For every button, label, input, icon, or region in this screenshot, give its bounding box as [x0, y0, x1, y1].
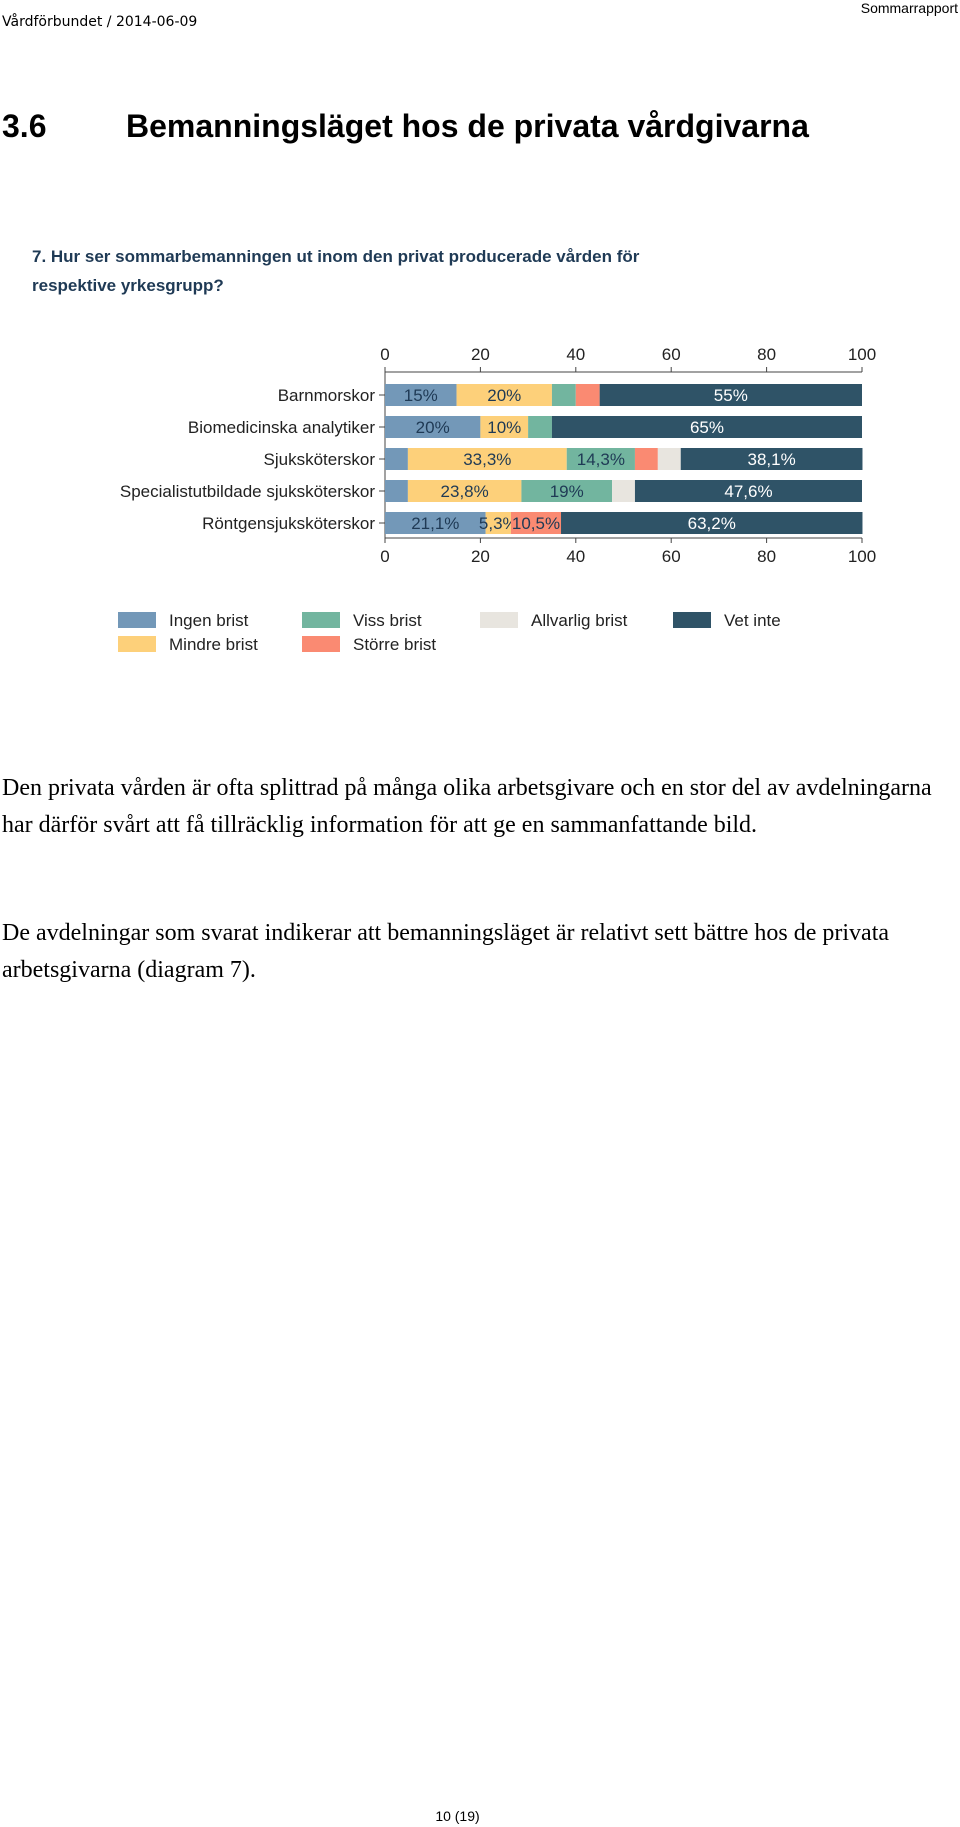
bar-segment	[510, 512, 562, 534]
x-tick-label-top: 0	[380, 345, 389, 364]
legend-label: Mindre brist	[169, 635, 258, 654]
bar-segment	[456, 384, 552, 406]
bar-segment	[566, 448, 635, 470]
legend-swatch	[302, 612, 340, 628]
category-label: Sjuksköterskor	[264, 450, 376, 469]
paragraph-2: De avdelningar som svarat indikerar att …	[2, 920, 890, 983]
bar-segment	[385, 448, 408, 470]
bar-segment	[385, 384, 457, 406]
x-tick-label-bottom: 40	[566, 547, 585, 566]
data-label: 10%	[487, 418, 521, 437]
data-label: 38,1%	[748, 450, 796, 469]
bar-segment	[528, 416, 552, 438]
bar-segment	[551, 416, 862, 438]
data-label: 15%	[404, 386, 438, 405]
bar-segment	[612, 480, 635, 502]
legend-label: Vet inte	[724, 611, 781, 630]
bar-segment	[480, 416, 529, 438]
bar-segment	[521, 480, 613, 502]
data-label: 47,6%	[724, 482, 772, 501]
bar-segment	[385, 512, 486, 534]
bar-segment	[385, 416, 481, 438]
bar-segment	[680, 448, 863, 470]
section-title: Bemanningsläget hos de privata vårdgivar…	[126, 108, 809, 144]
document-header-left: Vårdförbundet / 2014-06-09	[2, 14, 198, 30]
x-tick-label-top: 100	[848, 345, 876, 364]
section-number: 3.6	[2, 108, 47, 144]
x-tick-label-bottom: 20	[471, 547, 490, 566]
data-label: 33,3%	[463, 450, 511, 469]
paragraph-1: Den privata vården är ofta splittrad på …	[2, 775, 932, 838]
bar-segment	[599, 384, 862, 406]
legend-swatch	[480, 612, 518, 628]
category-label: Barnmorskor	[278, 386, 376, 405]
category-label: Röntgensjuksköterskor	[202, 514, 375, 533]
bar-segment	[551, 384, 576, 406]
x-tick-label-top: 60	[662, 345, 681, 364]
page-number: 10 (19)	[435, 1808, 480, 1824]
chart-title-line: respektive yrkesgrupp?	[32, 276, 224, 295]
bar-segment	[634, 480, 862, 502]
legend-swatch	[118, 612, 156, 628]
data-label: 23,8%	[441, 482, 489, 501]
bar-segment	[385, 480, 408, 502]
bar-segment	[575, 384, 600, 406]
data-label: 5,3%	[479, 514, 518, 533]
category-label: Biomedicinska analytiker	[188, 418, 375, 437]
data-label: 20%	[416, 418, 450, 437]
category-label: Specialistutbildade sjuksköterskor	[120, 482, 375, 501]
bar-segment	[657, 448, 681, 470]
data-label: 14,3%	[577, 450, 625, 469]
legend-label: Större brist	[353, 635, 436, 654]
bar-segment	[561, 512, 863, 534]
x-tick-label-top: 80	[757, 345, 776, 364]
bar-segment	[407, 448, 567, 470]
document-header-right: Sommarrapport	[860, 0, 958, 16]
x-tick-label-bottom: 80	[757, 547, 776, 566]
bar-segment	[634, 448, 658, 470]
data-label: 20%	[487, 386, 521, 405]
bar-segment	[485, 512, 511, 534]
legend-label: Allvarlig brist	[531, 611, 628, 630]
x-tick-label-bottom: 0	[380, 547, 389, 566]
data-label: 63,2%	[688, 514, 736, 533]
staffing-chart: 7. Hur ser sommarbemanningen ut inom den…	[32, 247, 876, 654]
data-label: 65%	[690, 418, 724, 437]
chart-title-line: 7. Hur ser sommarbemanningen ut inom den…	[32, 247, 640, 266]
legend-swatch	[118, 636, 156, 652]
data-label: 10,5%	[512, 514, 560, 533]
x-tick-label-top: 40	[566, 345, 585, 364]
bar-segment	[407, 480, 522, 502]
data-label: 21,1%	[411, 514, 459, 533]
data-label: 55%	[714, 386, 748, 405]
section-heading: 3.6 Bemanningsläget hos de privata vårdgi…	[2, 108, 809, 145]
legend-swatch	[302, 636, 340, 652]
x-tick-label-bottom: 100	[848, 547, 876, 566]
data-label: 19%	[550, 482, 584, 501]
legend-label: Ingen brist	[169, 611, 249, 630]
legend-swatch	[673, 612, 711, 628]
legend-label: Viss brist	[353, 611, 422, 630]
x-tick-label-bottom: 60	[662, 547, 681, 566]
x-tick-label-top: 20	[471, 345, 490, 364]
